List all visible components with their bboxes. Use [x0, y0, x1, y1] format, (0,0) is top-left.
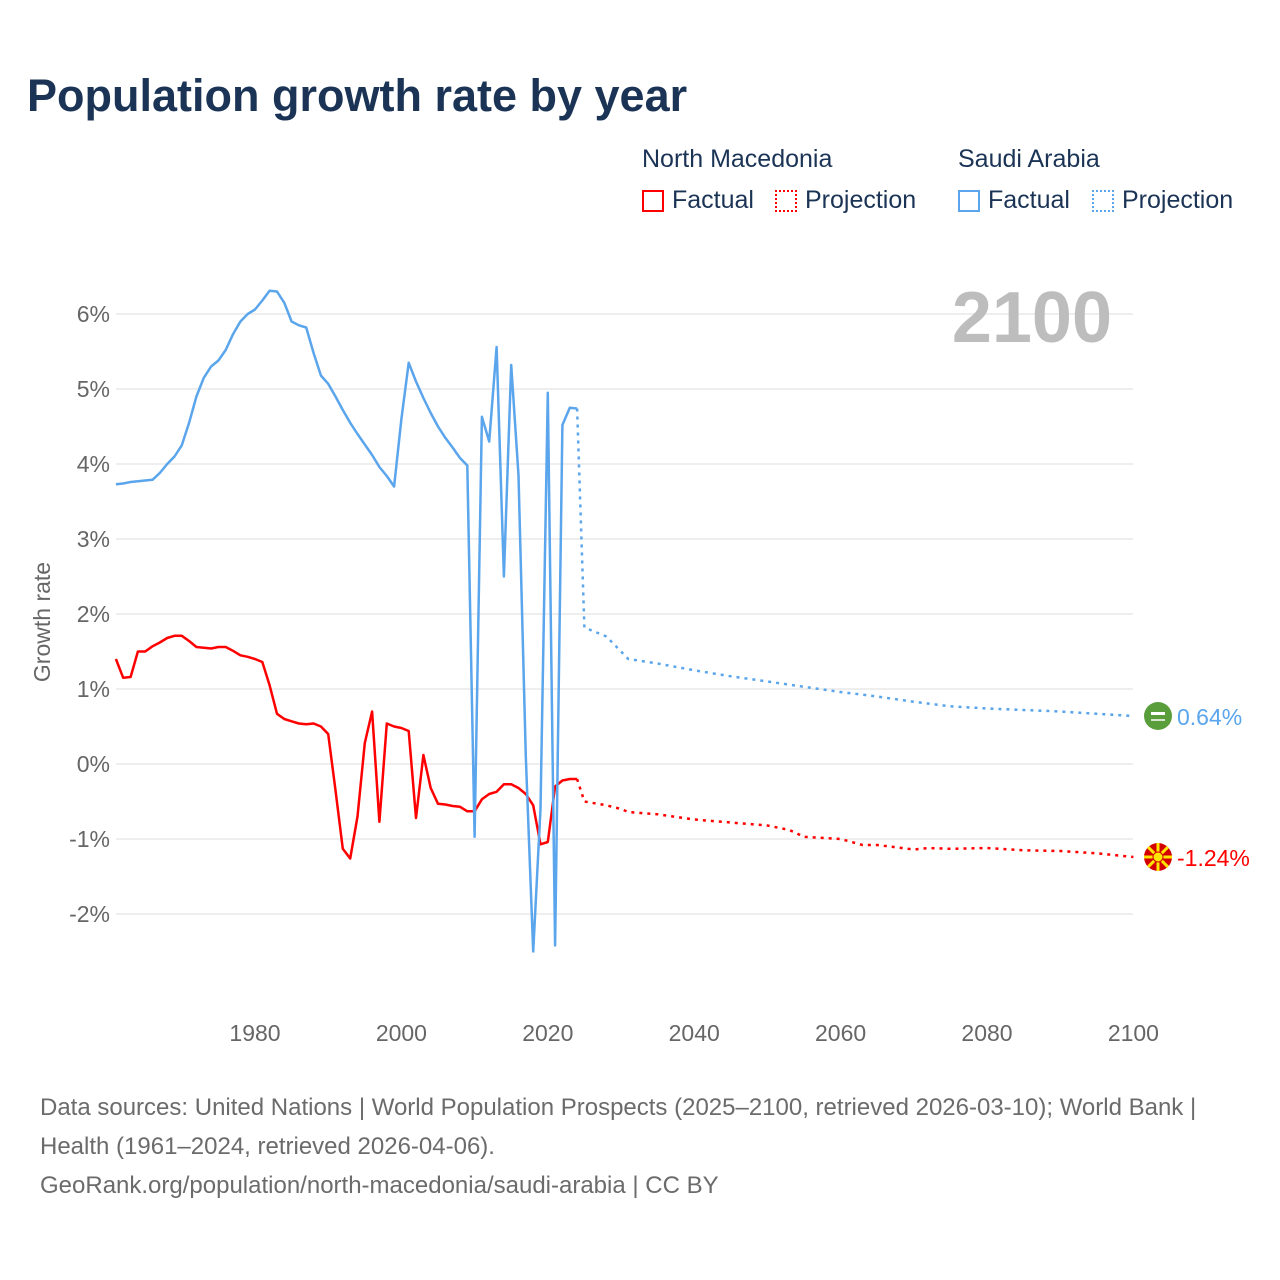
x-tick-label: 2000	[376, 1020, 427, 1046]
y-tick-label: 5%	[77, 376, 110, 402]
legend-label: Factual	[672, 186, 754, 214]
y-tick-label: 0%	[77, 751, 110, 777]
y-tick-label: 3%	[77, 526, 110, 552]
legend-label: Projection	[805, 186, 917, 214]
saudi-arabia-factual-line	[115, 289, 578, 953]
north-macedonia-projection-line	[575, 778, 1134, 859]
legend-saudi-arabia-heading: Saudi Arabia	[958, 145, 1100, 173]
footer: Data sources: United Nations | World Pop…	[40, 1088, 1230, 1205]
y-tick-label: 2%	[77, 601, 110, 627]
chart-title: Population growth rate by year	[27, 70, 688, 121]
saudi-arabia-end-value: 0.64%	[1177, 704, 1242, 730]
year-indicator: 2100	[952, 278, 1112, 358]
y-axis-label: Growth rate	[29, 562, 55, 682]
y-tick-label: 6%	[77, 301, 110, 327]
x-tick-label: 2080	[961, 1020, 1012, 1046]
legend-north-macedonia-projection[interactable]: Projection	[775, 186, 916, 215]
line-chart: 6% 5% 4% 3% 2% 1% 0% -1% -2% 1980 2000 2020 2040 2060…	[29, 278, 1250, 1046]
legend-swatch-dotted	[1092, 189, 1114, 212]
x-tick-label: 2040	[669, 1020, 720, 1046]
legend-label: Factual	[988, 186, 1070, 214]
legend-saudi-arabia-projection[interactable]: Projection	[1092, 186, 1233, 215]
north-macedonia-factual-line	[114, 634, 578, 860]
legend-swatch-dotted	[775, 189, 797, 212]
data-sources: Data sources: United Nations | World Pop…	[40, 1094, 1197, 1160]
saudi-arabia-flag-icon	[1144, 702, 1172, 730]
source-link[interactable]: GeoRank.org/population/north-macedonia/s…	[40, 1172, 719, 1199]
y-tick-label: -1%	[69, 826, 110, 852]
x-tick-label: 2060	[815, 1020, 866, 1046]
legend-swatch-solid	[642, 189, 664, 212]
legend-swatch-solid	[958, 189, 980, 212]
x-tick-label: 2100	[1108, 1020, 1159, 1046]
y-tick-label: 4%	[77, 451, 110, 477]
north-macedonia-flag-icon	[1144, 843, 1172, 871]
saudi-arabia-projection-line	[575, 408, 1134, 718]
y-tick-label: -2%	[69, 901, 110, 927]
legend-label: Projection	[1122, 186, 1234, 214]
legend-north-macedonia-heading: North Macedonia	[642, 145, 833, 173]
north-macedonia-end-value: -1.24%	[1177, 845, 1250, 871]
x-tick-label: 2020	[522, 1020, 573, 1046]
x-tick-label: 1980	[229, 1020, 280, 1046]
legend-north-macedonia-factual[interactable]: Factual	[642, 186, 754, 215]
legend-saudi-arabia-factual[interactable]: Factual	[958, 186, 1070, 215]
y-tick-label: 1%	[77, 676, 110, 702]
